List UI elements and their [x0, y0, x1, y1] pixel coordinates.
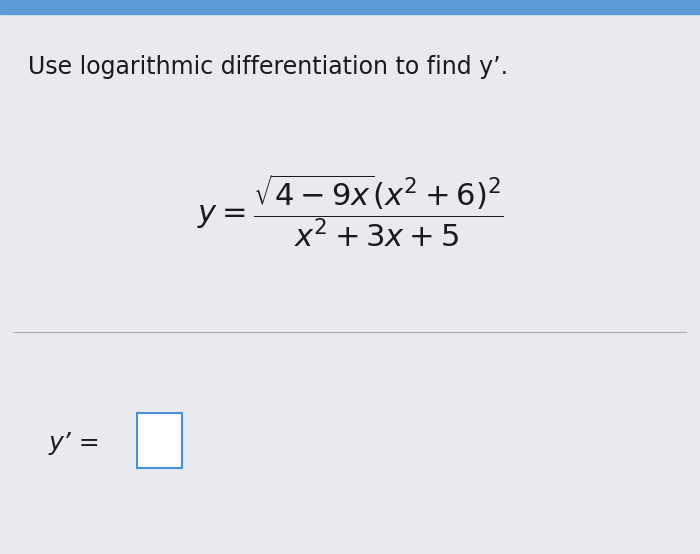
Text: y’ =: y’ = — [49, 431, 101, 455]
Text: Use logarithmic differentiation to find y’.: Use logarithmic differentiation to find … — [28, 55, 508, 79]
Bar — [0, 0, 700, 14]
Text: $y = \dfrac{\sqrt{4-9x}\left(x^2+6\right)^2}{x^2+3x+5}$: $y = \dfrac{\sqrt{4-9x}\left(x^2+6\right… — [197, 172, 503, 249]
FancyBboxPatch shape — [136, 413, 182, 468]
